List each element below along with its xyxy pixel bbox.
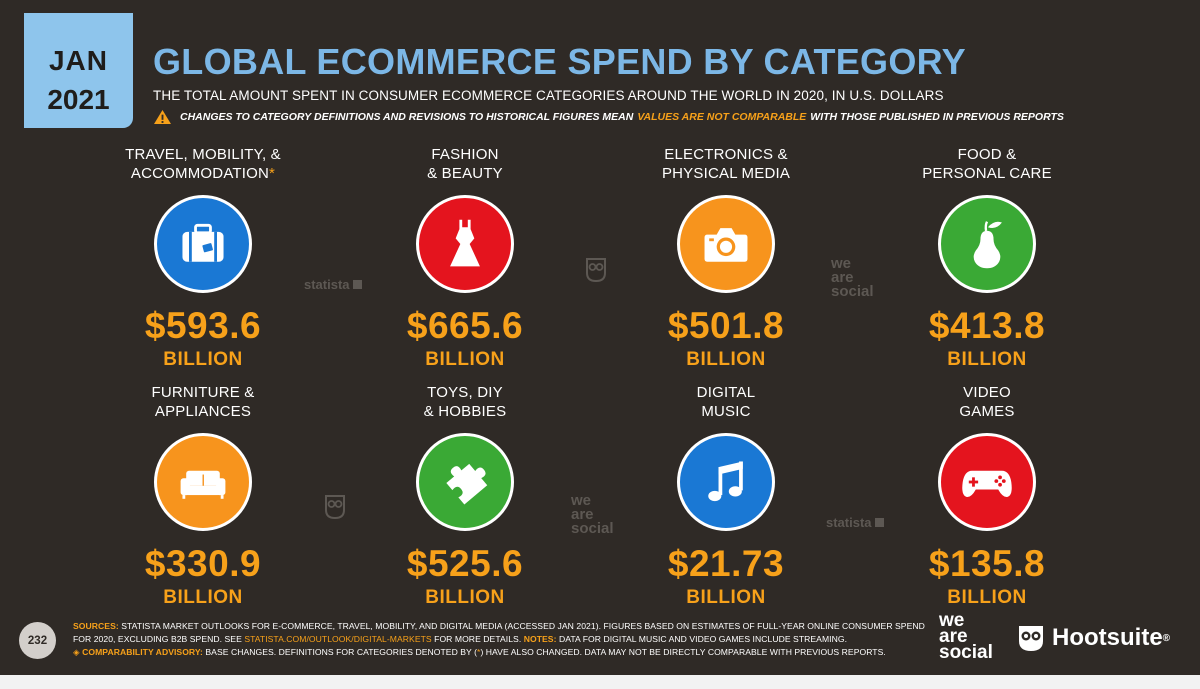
statista-mark-icon bbox=[874, 518, 884, 527]
warning-highlight: VALUES ARE NOT COMPARABLE bbox=[637, 111, 807, 123]
owl-watermark-icon bbox=[325, 495, 345, 520]
category-unit: BILLION bbox=[425, 587, 505, 608]
category-travel: TRAVEL, MOBILITY, & ACCOMMODATION* $593.6… bbox=[93, 145, 313, 371]
we-are-social-watermark: we are social bbox=[571, 492, 614, 537]
category-toys: TOYS, DIY & HOBBIES $525.6 BILLION bbox=[355, 383, 575, 609]
owl-watermark-icon bbox=[586, 258, 606, 283]
category-food: FOOD & PERSONAL CARE $413.8 BILLION bbox=[877, 145, 1097, 371]
owl-icon bbox=[1019, 626, 1043, 651]
category-icon-circle bbox=[677, 195, 775, 293]
warning-icon bbox=[154, 109, 171, 125]
category-label: TRAVEL, MOBILITY, & ACCOMMODATION* bbox=[125, 146, 281, 182]
category-label: FOOD & PERSONAL CARE bbox=[922, 146, 1052, 182]
category-value: $21.73 bbox=[667, 543, 785, 584]
category-unit: BILLION bbox=[947, 349, 1027, 370]
date-year: 2021 bbox=[47, 84, 110, 115]
sources-footnote: SOURCES: STATISTA MARKET OUTLOOKS FOR E-… bbox=[73, 621, 925, 657]
category-label: FURNITURE & APPLIANCES bbox=[151, 384, 255, 420]
page-number: 232 bbox=[19, 622, 56, 659]
sofa-icon bbox=[180, 470, 226, 499]
category-unit: BILLION bbox=[163, 587, 243, 608]
category-icon-circle bbox=[416, 195, 514, 293]
category-value: $330.9 bbox=[144, 543, 262, 584]
category-value: $525.6 bbox=[406, 543, 524, 584]
category-unit: BILLION bbox=[163, 349, 243, 370]
category-unit: BILLION bbox=[425, 349, 505, 370]
category-furniture: FURNITURE & APPLIANCES $330.9 BILLION bbox=[93, 383, 313, 609]
music-note-icon bbox=[708, 461, 743, 502]
slide: JAN 2021 GLOBAL ECOMMERCE SPEND BY CATEG… bbox=[0, 0, 1200, 675]
category-icon-circle bbox=[938, 433, 1036, 531]
category-label: FASHION & BEAUTY bbox=[427, 146, 503, 182]
category-music: DIGITAL MUSIC $21.73 BILLION bbox=[616, 383, 836, 609]
comparability-warning: CHANGES TO CATEGORY DEFINITIONS AND REVI… bbox=[153, 109, 1064, 125]
category-icon-circle bbox=[154, 433, 252, 531]
category-icon-circle bbox=[416, 433, 514, 531]
gamepad-icon bbox=[962, 470, 1012, 498]
category-value: $135.8 bbox=[928, 543, 1046, 584]
statista-watermark: statista bbox=[826, 515, 884, 530]
category-icon-circle bbox=[938, 195, 1036, 293]
statista-watermark: statista bbox=[304, 277, 362, 292]
category-label: DIGITAL MUSIC bbox=[696, 384, 756, 420]
category-value: $665.6 bbox=[406, 305, 524, 346]
date-badge: JAN 2021 bbox=[24, 13, 133, 128]
category-icon-circle bbox=[154, 195, 252, 293]
category-fashion: FASHION & BEAUTY $665.6 BILLION bbox=[355, 145, 575, 371]
category-games: VIDEO GAMES $135.8 BILLION bbox=[877, 383, 1097, 609]
page-subtitle: THE TOTAL AMOUNT SPENT IN CONSUMER ECOMM… bbox=[153, 88, 944, 103]
category-unit: BILLION bbox=[686, 349, 766, 370]
we-are-social-watermark: we are social bbox=[831, 255, 874, 300]
category-electronics: ELECTRONICS & PHYSICAL MEDIA $501.8 BILLI… bbox=[616, 145, 836, 371]
category-value: $413.8 bbox=[928, 305, 1046, 346]
category-unit: BILLION bbox=[947, 587, 1027, 608]
category-label: TOYS, DIY & HOBBIES bbox=[423, 384, 507, 420]
date-month: JAN bbox=[48, 45, 108, 76]
hootsuite-logo: Hootsuite ® bbox=[1016, 623, 1170, 653]
sources-link[interactable]: STATISTA.COM/OUTLOOK/DIGITAL-MARKETS bbox=[244, 634, 432, 644]
dress-icon bbox=[450, 219, 480, 267]
camera-icon bbox=[704, 228, 748, 262]
statista-mark-icon bbox=[352, 280, 362, 289]
category-value: $593.6 bbox=[144, 305, 262, 346]
puzzle-icon bbox=[446, 463, 488, 505]
we-are-social-logo: we are social bbox=[939, 610, 993, 663]
asterisk-marker: * bbox=[269, 165, 276, 182]
category-label: VIDEO GAMES bbox=[959, 384, 1015, 420]
warning-text-end: WITH THOSE PUBLISHED IN PREVIOUS REPORTS bbox=[810, 111, 1064, 123]
category-label: ELECTRONICS & PHYSICAL MEDIA bbox=[661, 146, 791, 182]
warning-text-start: CHANGES TO CATEGORY DEFINITIONS AND REVI… bbox=[180, 111, 634, 123]
category-icon-circle bbox=[677, 433, 775, 531]
page-title: GLOBAL ECOMMERCE SPEND BY CATEGORY bbox=[153, 41, 966, 82]
category-value: $501.8 bbox=[667, 305, 785, 346]
pear-icon bbox=[973, 221, 1002, 269]
suitcase-icon bbox=[182, 223, 224, 262]
category-unit: BILLION bbox=[686, 587, 766, 608]
